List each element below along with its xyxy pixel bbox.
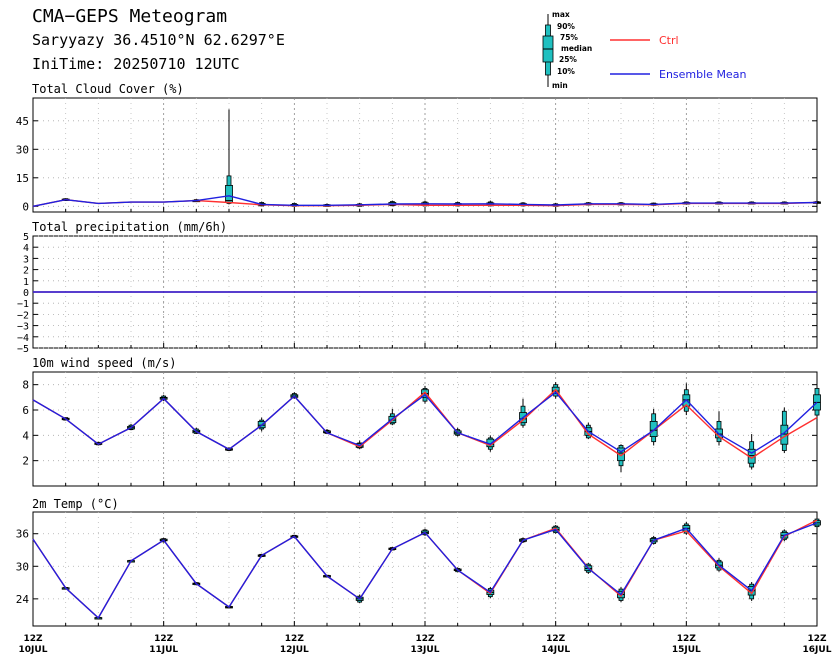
x-tick-label-date: 16JUL [803,645,832,655]
x-tick-label-hour: 12Z [415,634,435,644]
panel-title-temp: 2m Temp (°C) [32,497,119,511]
y-tick-label: 5 [23,232,29,243]
y-tick-label: 24 [16,593,30,606]
panel-3: 24 30 36 [16,511,821,627]
y-tick-label: 30 [16,560,29,573]
panel-title-precip: Total precipitation (mm/6h) [32,220,228,234]
y-tick-label: 2 [22,455,29,468]
y-tick-label: −4 [17,333,29,344]
y-tick-label: 0 [23,288,29,299]
x-tick-label-hour: 12Z [807,634,827,644]
y-tick-label: 36 [16,528,29,541]
x-tick-label-hour: 12Z [677,634,697,644]
legend: max 90% 75% median 25% 10% min Ctrl Ensemble Mea… [542,10,746,90]
x-tick-label-date: 10JUL [19,645,48,655]
panel-title-cloud: Total Cloud Cover (%) [32,82,184,96]
legend-box-label: median [561,44,592,53]
y-tick-label: −1 [17,299,29,310]
x-tick-label-hour: 12Z [23,634,43,644]
y-tick-label: 4 [22,429,29,442]
y-tick-label: 45 [16,115,29,128]
x-tick-label-date: 14JUL [541,645,570,655]
x-tick-label-date: 11JUL [149,645,178,655]
panel-0: 0 15 30 45 [16,97,821,213]
y-tick-label: −3 [17,322,29,333]
legend-box-label: 10% [557,67,575,76]
y-tick-label: −5 [17,344,29,355]
x-tick-label-hour: 12Z [285,634,305,644]
box-25-75 [225,184,233,203]
x-tick-label-hour: 12Z [154,634,174,644]
panel-title-wind: 10m wind speed (m/s) [32,356,177,370]
y-tick-label: 6 [22,404,29,417]
y-tick-label: 8 [22,379,29,392]
legend-mean-label: Ensemble Mean [659,68,746,81]
ensemble-mean-line [32,195,818,207]
ensemble-mean-line [32,391,818,454]
x-tick-label-hour: 12Z [546,634,566,644]
init-time: IniTime: 20250710 12UTC [32,55,240,73]
y-tick-label: 15 [16,172,29,185]
y-tick-label: 0 [22,200,29,213]
box-25-75 [617,447,625,462]
y-tick-label: −2 [17,310,29,321]
legend-box-label: 25% [559,55,577,64]
legend-ctrl-label: Ctrl [659,34,679,47]
y-tick-label: 3 [23,254,29,265]
y-tick-label: 1 [23,277,29,288]
legend-box-label: max [552,10,570,19]
x-tick-label-date: 13JUL [411,645,440,655]
chart-title: CMA−GEPS Meteogram [32,6,228,27]
legend-box-label: 75% [560,33,578,42]
box-25-75 [649,420,658,437]
panel-2: 2 4 6 8 [22,371,821,487]
y-tick-label: 2 [23,266,29,277]
x-tick-label-date: 15JUL [672,645,701,655]
ensemble-mean-line [32,522,818,620]
y-tick-label: 30 [16,143,29,156]
x-tick-label-date: 12JUL [280,645,309,655]
x-axis-labels: 12Z10JUL12Z11JUL12Z12JUL12Z13JUL12Z14JUL… [19,634,832,655]
legend-box-label: min [552,81,568,90]
station-location: Saryyazy 36.4510°N 62.6297°E [32,31,285,49]
y-tick-label: 4 [23,243,29,254]
legend-box-label: 90% [557,22,575,31]
